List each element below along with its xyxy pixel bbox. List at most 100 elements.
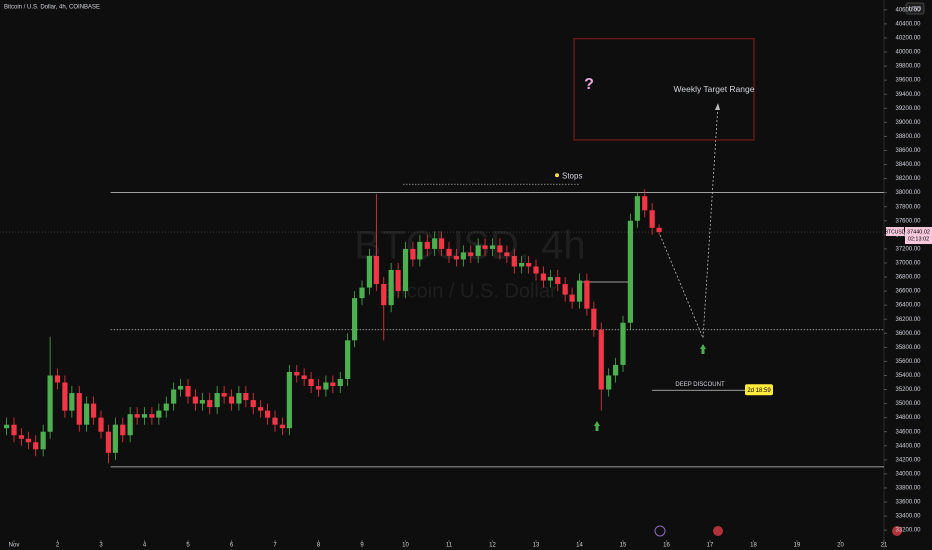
candle-body bbox=[555, 277, 561, 285]
stops-label: Stops bbox=[562, 171, 582, 180]
event-icon[interactable] bbox=[713, 526, 723, 536]
x-tick-label: 9 bbox=[360, 543, 364, 549]
candle-body bbox=[337, 378, 343, 387]
candle-body bbox=[519, 262, 525, 267]
y-tick-label: 40400.00 bbox=[895, 21, 921, 27]
y-tick-label: 35600.00 bbox=[895, 359, 921, 365]
candle-body bbox=[460, 252, 466, 260]
candle-body bbox=[323, 382, 329, 390]
candle-body bbox=[649, 210, 655, 228]
y-tick-label: 33800.00 bbox=[895, 486, 921, 492]
y-tick-label: 35800.00 bbox=[895, 345, 921, 351]
y-tick-label: 34800.00 bbox=[895, 415, 921, 421]
candle-body bbox=[439, 238, 445, 249]
candle-body bbox=[156, 410, 162, 418]
candle-body bbox=[149, 414, 155, 418]
candle-body bbox=[185, 386, 191, 397]
y-tick-label: 33200.00 bbox=[895, 528, 921, 534]
y-tick-label: 39600.00 bbox=[895, 78, 921, 84]
y-tick-label: 36600.00 bbox=[895, 289, 921, 295]
candle-body bbox=[91, 403, 97, 418]
watermark-symbol: BTCUSD, 4h bbox=[354, 224, 585, 268]
candle-body bbox=[381, 284, 387, 306]
candle-body bbox=[482, 245, 488, 249]
candle-body bbox=[40, 431, 46, 450]
x-tick-label: 15 bbox=[620, 543, 627, 549]
candle-body bbox=[627, 220, 633, 323]
x-tick-label: 17 bbox=[707, 543, 714, 549]
symbol-tag-label: BTCUSD bbox=[885, 229, 906, 235]
y-tick-label: 39400.00 bbox=[895, 92, 921, 98]
candle-body bbox=[345, 340, 351, 379]
candle-body bbox=[4, 424, 10, 429]
candle-body bbox=[228, 396, 235, 404]
candle-body bbox=[84, 403, 90, 425]
event-icon[interactable] bbox=[892, 526, 902, 536]
candle-body bbox=[366, 255, 372, 288]
x-tick-label: 13 bbox=[533, 543, 540, 549]
candle-body bbox=[373, 255, 379, 285]
candle-body bbox=[62, 382, 68, 411]
candle-body bbox=[171, 389, 177, 404]
candle-body bbox=[112, 424, 118, 453]
candle-body bbox=[11, 424, 17, 436]
candle-body bbox=[308, 378, 314, 387]
event-icon[interactable] bbox=[654, 525, 666, 537]
candle-body bbox=[120, 424, 126, 436]
currency-button[interactable] bbox=[905, 2, 925, 15]
chart-title: Bitcoin / U.S. Dollar, 4h, COINBASE bbox=[4, 5, 100, 11]
y-tick-label: 34400.00 bbox=[895, 443, 921, 449]
x-tick-label: 14 bbox=[576, 543, 583, 549]
candle-body bbox=[76, 393, 82, 425]
candle-body bbox=[199, 400, 205, 404]
candle-body bbox=[178, 386, 184, 390]
y-tick-label: 37600.00 bbox=[895, 218, 921, 224]
candle-body bbox=[656, 227, 662, 233]
candle-body bbox=[634, 196, 640, 221]
candle-body bbox=[127, 414, 133, 436]
target-label: Weekly Target Range bbox=[674, 84, 755, 94]
candle-body bbox=[18, 435, 25, 439]
price-tag bbox=[905, 227, 932, 245]
x-tick-label: 21 bbox=[881, 543, 888, 549]
candle-body bbox=[540, 273, 546, 281]
candle-body bbox=[402, 248, 409, 292]
y-tick-label: 38000.00 bbox=[895, 190, 921, 196]
y-tick-label: 39200.00 bbox=[895, 106, 921, 112]
y-tick-label: 36800.00 bbox=[895, 275, 921, 281]
x-tick-label: 3 bbox=[99, 543, 103, 549]
candle-body bbox=[272, 417, 278, 425]
x-tick-label: 8 bbox=[317, 543, 321, 549]
candle-body bbox=[395, 270, 401, 292]
candle-body bbox=[432, 238, 438, 249]
symbol-tag bbox=[886, 227, 904, 237]
y-tick-label: 39000.00 bbox=[895, 120, 921, 126]
candle-body bbox=[446, 248, 452, 256]
x-tick-label: 11 bbox=[446, 543, 453, 549]
candle-body bbox=[576, 280, 583, 302]
candle-body bbox=[207, 400, 213, 408]
candle-body bbox=[141, 414, 148, 418]
y-tick-label: 33600.00 bbox=[895, 500, 921, 506]
timer-label: 2d 18:59 bbox=[747, 388, 771, 394]
y-tick-label: 36000.00 bbox=[895, 331, 921, 337]
candle-body bbox=[315, 386, 322, 390]
candle-body bbox=[47, 375, 53, 432]
timer-box bbox=[745, 384, 773, 396]
x-tick-label: 16 bbox=[663, 543, 670, 549]
candle-body bbox=[569, 294, 575, 302]
candle-body bbox=[105, 431, 112, 453]
y-tick-label: 38200.00 bbox=[895, 176, 921, 182]
y-tick-label: 37200.00 bbox=[895, 246, 921, 252]
y-tick-label: 37000.00 bbox=[895, 261, 921, 267]
x-tick-label: 7 bbox=[273, 543, 277, 549]
projection-path bbox=[659, 104, 719, 339]
candle-body bbox=[453, 255, 459, 260]
candle-body bbox=[562, 284, 568, 295]
up-arrow bbox=[700, 344, 706, 354]
candle-body bbox=[591, 308, 597, 330]
candle-body bbox=[294, 371, 300, 376]
candle-body bbox=[511, 255, 517, 267]
